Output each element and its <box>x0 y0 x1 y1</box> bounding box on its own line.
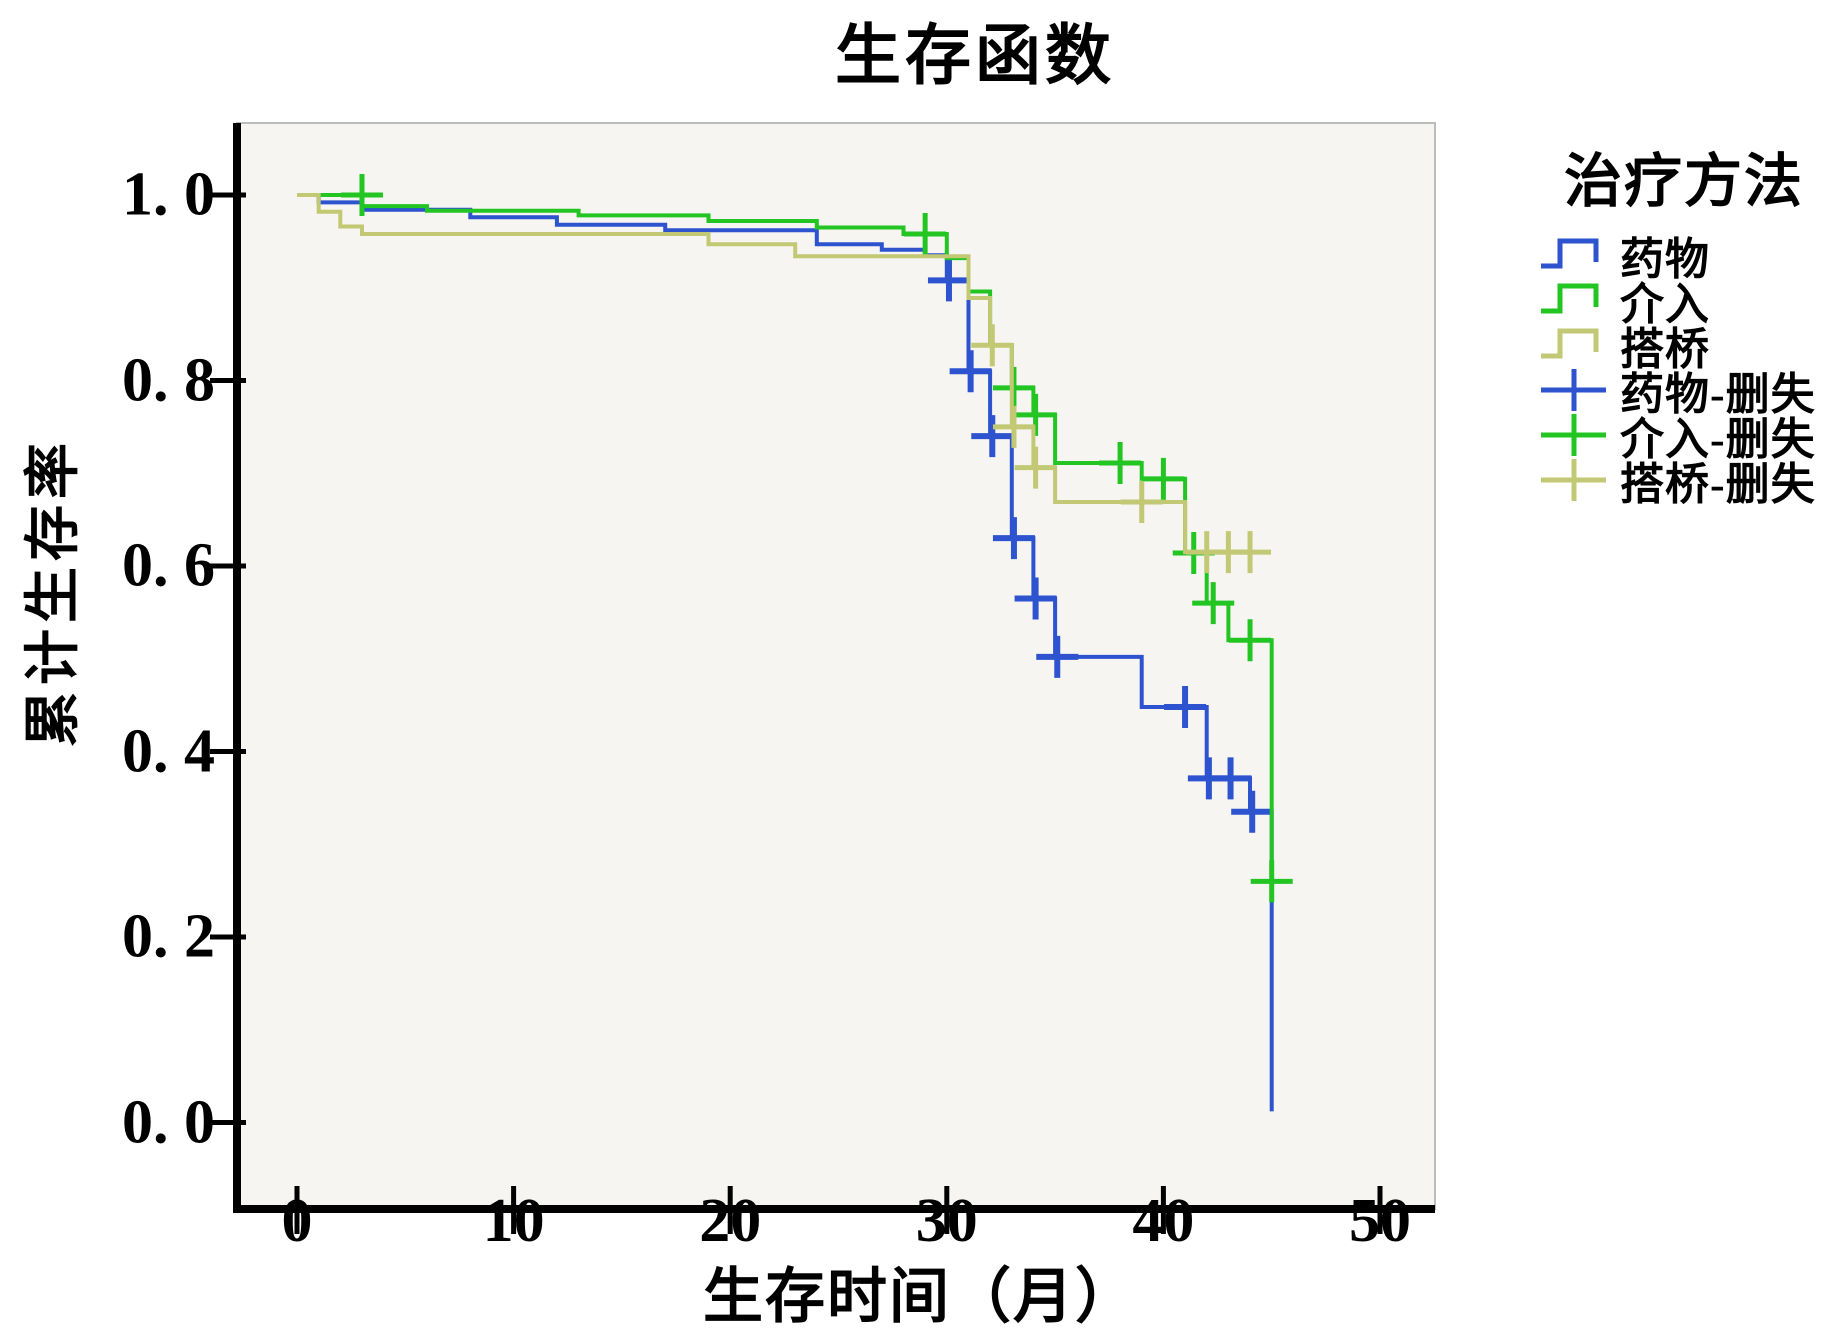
y-tick-label: 0. 8 <box>122 346 215 414</box>
censor-mark-介入 <box>340 174 383 216</box>
censor-mark-介入 <box>1014 393 1057 436</box>
chart-title: 生存函数 <box>835 20 1115 93</box>
legend: 治疗方法 药物 介入 搭桥 药物-删失 介入-删失 搭桥-删失 <box>1538 134 1835 509</box>
legend-title: 治疗方法 <box>1564 149 1805 214</box>
step-line-icon <box>1541 238 1599 269</box>
x-axis-line <box>233 1205 1435 1213</box>
legend-item-label: 介入-删失 <box>1620 414 1816 464</box>
censor-mark-药物 <box>971 415 1014 458</box>
x-tick-label: 40 <box>1132 1187 1195 1255</box>
x-tick-label: 30 <box>915 1187 978 1255</box>
censor-plus-icon <box>1541 369 1606 411</box>
x-tick-label: 50 <box>1349 1187 1411 1255</box>
y-tick-label: 0. 6 <box>122 531 215 600</box>
censor-mark-搭桥 <box>1120 481 1163 524</box>
x-tick-label: 10 <box>482 1187 545 1255</box>
censor-mark-药物 <box>1036 635 1079 678</box>
censor-mark-介入 <box>1192 582 1235 625</box>
step-line-icon <box>1541 283 1599 314</box>
y-tick-label: 0. 4 <box>122 717 215 785</box>
censor-mark-药物 <box>1164 685 1207 728</box>
x-axis-title: 生存时间（月） <box>703 1264 1137 1329</box>
legend-item: 药物-删失 <box>1538 367 1835 419</box>
censor-mark-介入 <box>1142 457 1185 500</box>
y-tick-label: 0. 2 <box>122 902 215 971</box>
legend-item-label: 介入 <box>1620 279 1710 329</box>
censor-mark-药物 <box>1014 577 1057 620</box>
y-axis-title: 累计生存率 <box>23 437 85 747</box>
censor-mark-介入 <box>1229 619 1272 662</box>
legend-item-label: 搭桥-删失 <box>1620 459 1816 509</box>
legend-item: 介入 <box>1538 277 1835 329</box>
censor-mark-搭桥 <box>1229 531 1272 574</box>
plot-panel <box>236 122 1436 1210</box>
legend-item-label: 药物 <box>1620 234 1710 284</box>
censor-mark-药物 <box>949 350 992 393</box>
censor-plus-icon <box>1541 459 1606 501</box>
survival-curves <box>297 174 1293 1112</box>
censor-mark-搭桥 <box>992 405 1035 448</box>
censor-mark-药物 <box>927 259 970 302</box>
censor-mark-药物 <box>992 517 1035 560</box>
censor-mark-药物 <box>1209 757 1252 800</box>
censor-mark-介入 <box>1099 442 1142 485</box>
survival-curve-搭桥 <box>297 193 1259 555</box>
censor-mark-介入 <box>992 366 1035 409</box>
legend-item: 搭桥 <box>1538 322 1835 374</box>
x-tick-label: 20 <box>699 1187 762 1255</box>
legend-item: 药物 <box>1538 232 1835 284</box>
censor-mark-搭桥 <box>1014 446 1057 489</box>
legend-item: 介入-删失 <box>1538 412 1835 464</box>
censor-mark-药物 <box>1231 790 1274 833</box>
legend-item: 搭桥-删失 <box>1538 457 1835 509</box>
y-tick-label: 0. 0 <box>122 1088 215 1156</box>
legend-rows: 药物 介入 搭桥 药物-删失 介入-删失 搭桥-删失 <box>1538 232 1835 509</box>
censor-mark-介入 <box>1250 860 1293 903</box>
x-tick-label: 0 <box>281 1187 313 1255</box>
legend-item-label: 搭桥 <box>1620 324 1710 374</box>
y-axis-line <box>233 123 241 1212</box>
censor-mark-介入 <box>904 212 947 255</box>
legend-item-label: 药物-删失 <box>1620 369 1816 419</box>
censor-plus-icon <box>1541 414 1606 456</box>
censor-mark-搭桥 <box>971 324 1014 367</box>
step-line-icon <box>1541 328 1599 359</box>
y-tick-label: 1. 0 <box>122 160 215 229</box>
